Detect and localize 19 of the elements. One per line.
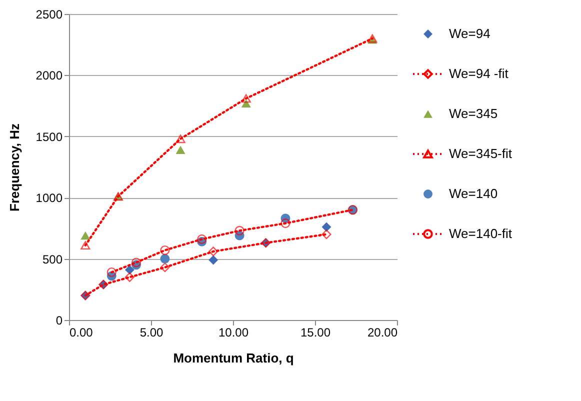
x-tick-label: 5.00 bbox=[140, 326, 164, 340]
legend-label: We=140-fit bbox=[449, 226, 512, 241]
y-tick-label: 500 bbox=[42, 252, 63, 266]
y-tick-label: 0 bbox=[56, 314, 63, 328]
x-tick-label: 0.00 bbox=[70, 326, 94, 340]
x-tick-label: 20.00 bbox=[367, 326, 398, 340]
legend-label: We=345-fit bbox=[449, 146, 512, 161]
legend-label: We=94 -fit bbox=[449, 66, 509, 81]
x-tick-label: 10.00 bbox=[218, 326, 249, 340]
y-tick-label: 2000 bbox=[36, 68, 63, 83]
x-tick-label: 15.00 bbox=[300, 326, 331, 340]
y-axis-title: Frequency, Hz bbox=[6, 123, 22, 212]
y-tick-label: 1000 bbox=[36, 191, 63, 206]
y-tick-label: 2500 bbox=[36, 8, 63, 22]
legend-label: We=140 bbox=[449, 186, 498, 201]
legend-label: We=345 bbox=[449, 106, 498, 121]
y-tick-label: 1500 bbox=[36, 130, 63, 144]
legend-label: We=94 bbox=[449, 26, 490, 41]
x-axis-title: Momentum Ratio, q bbox=[173, 350, 294, 366]
